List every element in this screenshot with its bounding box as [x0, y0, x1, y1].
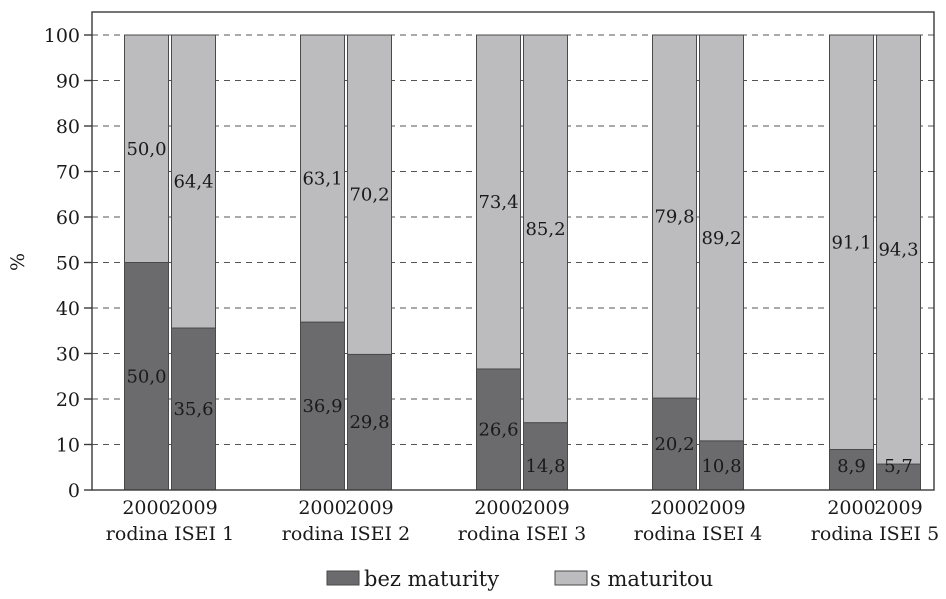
x-tick-label: 2000 [298, 497, 346, 519]
data-label: 79,8 [654, 207, 694, 228]
x-tick-label: 2009 [521, 497, 569, 519]
y-tick-label: 80 [56, 116, 80, 138]
axes [84, 11, 935, 491]
data-label: 20,2 [654, 434, 694, 455]
data-label: 29,8 [349, 412, 389, 433]
bar-segment [652, 397, 697, 491]
bar-segment [300, 34, 345, 323]
bar-segment [699, 34, 744, 442]
bar-segment [124, 34, 169, 263]
data-label: 36,9 [302, 396, 342, 417]
group-label: rodina ISEI 1 [106, 523, 234, 545]
bar-segment [476, 34, 521, 370]
bars [124, 34, 921, 491]
x-tick-label: 2009 [169, 497, 217, 519]
data-label: 10,8 [701, 456, 741, 477]
data-label: 94,3 [878, 240, 918, 261]
data-label: 50,0 [126, 139, 166, 160]
legend-label: bez maturity [364, 567, 499, 591]
group-label: rodina ISEI 5 [811, 523, 939, 545]
x-tick-label: 2000 [827, 497, 875, 519]
data-label: 5,7 [884, 456, 913, 477]
x-tick-label: 2000 [474, 497, 522, 519]
y-tick-label: 70 [56, 162, 80, 184]
y-tick-label: 0 [68, 480, 80, 502]
group-label: rodina ISEI 4 [634, 523, 762, 545]
x-tick-label: 2009 [345, 497, 393, 519]
plot-frame [91, 11, 935, 491]
data-label: 14,8 [525, 456, 565, 477]
data-label: 26,6 [478, 419, 518, 440]
y-tick-label: 10 [56, 435, 80, 457]
bar-segment [876, 34, 921, 465]
group-label: rodina ISEI 3 [458, 523, 586, 545]
x-tick-label: 2000 [650, 497, 698, 519]
data-label: 64,4 [173, 172, 213, 193]
bar-segment [523, 34, 568, 424]
x-tick-label: 2009 [697, 497, 745, 519]
y-tick-label: 40 [56, 298, 80, 320]
legend-swatch [554, 570, 588, 586]
data-label: 63,1 [302, 169, 342, 190]
bar-segment [876, 463, 921, 491]
bar-segment [652, 34, 697, 399]
x-tick-label: 2009 [874, 497, 922, 519]
y-axis-label: % [7, 253, 29, 271]
y-tick-label: 100 [44, 25, 80, 47]
labels: 0 10 20 30 40 50 60 70 80 90 100% 50,0 50,0 2000 35,6 6… [7, 25, 939, 545]
bar-segment [124, 262, 169, 491]
bar-segment [171, 327, 216, 491]
data-label: 91,1 [831, 232, 871, 253]
bar-segment [476, 368, 521, 491]
legend-label: s maturitou [590, 567, 713, 591]
y-tick-label: 50 [56, 253, 80, 275]
data-label: 85,2 [525, 219, 565, 240]
y-tick-label: 90 [56, 71, 80, 93]
bar-segment [347, 34, 392, 355]
group-label: rodina ISEI 2 [282, 523, 410, 545]
y-tick-label: 60 [56, 207, 80, 229]
legend: bez maturity s maturitou [326, 567, 713, 591]
data-label: 73,4 [478, 192, 518, 213]
y-tick-label: 30 [56, 344, 80, 366]
y-tick-label: 20 [56, 389, 80, 411]
data-label: 89,2 [701, 228, 741, 249]
legend-swatch [326, 570, 360, 586]
x-tick-label: 2000 [122, 497, 170, 519]
bar-segment [171, 34, 216, 329]
bar-segment [829, 34, 874, 451]
data-label: 8,9 [837, 456, 866, 477]
data-label: 50,0 [126, 366, 166, 387]
data-label: 35,6 [173, 399, 213, 420]
data-label: 70,2 [349, 185, 389, 206]
